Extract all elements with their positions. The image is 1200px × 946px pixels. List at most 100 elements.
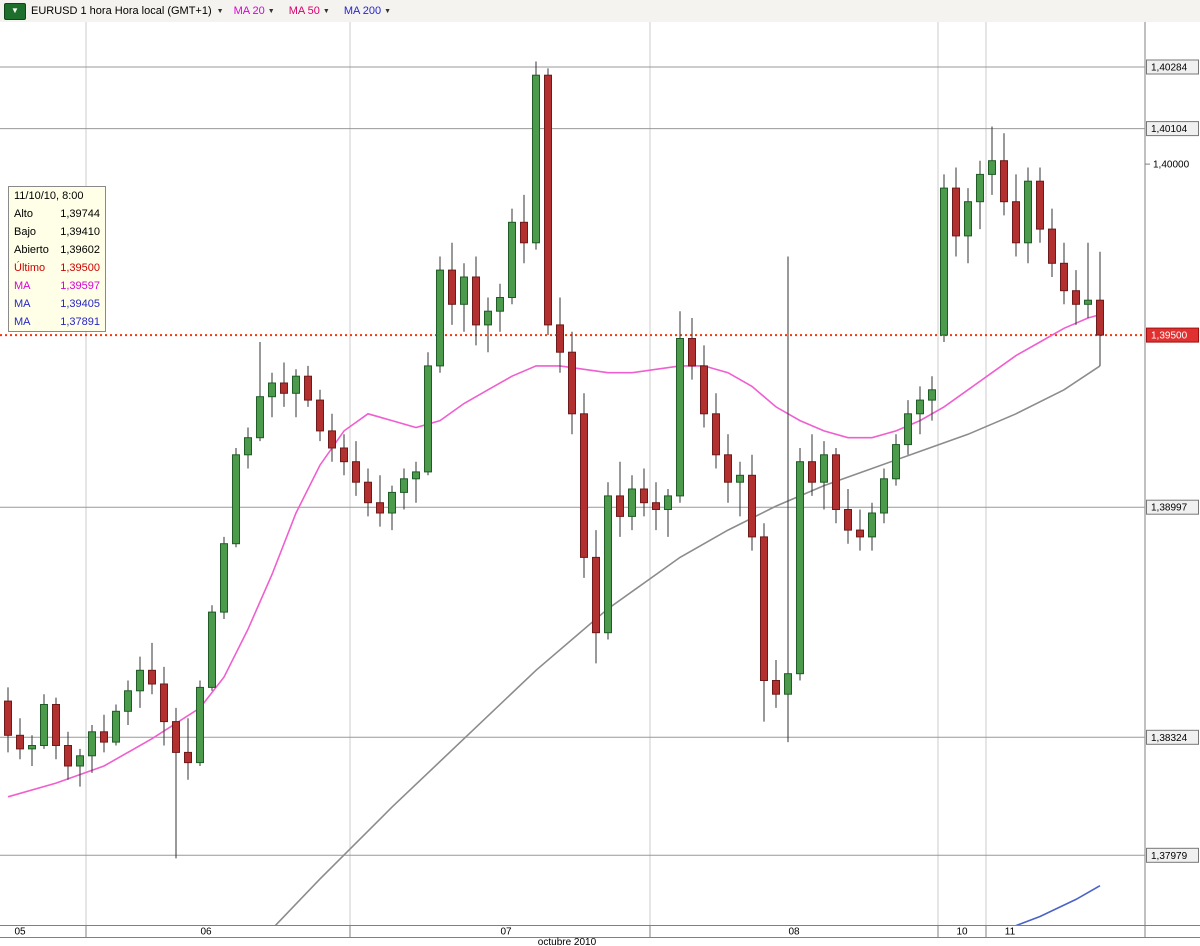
candle[interactable] [700,365,708,415]
symbol-label[interactable]: EURUSD 1 hora Hora local (GMT+1) [31,5,212,17]
candle[interactable] [40,704,48,746]
candle[interactable] [544,74,552,326]
candle[interactable] [712,413,720,456]
candle[interactable] [76,755,84,767]
candle[interactable] [1072,290,1080,305]
candle[interactable] [112,710,120,743]
candle[interactable] [568,351,576,415]
candle[interactable] [340,447,348,463]
candle[interactable] [268,382,276,398]
candle[interactable] [928,389,936,401]
candle[interactable] [220,543,228,613]
candle[interactable] [172,721,180,753]
candle[interactable] [316,399,324,432]
candle[interactable] [196,686,204,764]
candle[interactable] [1012,201,1020,244]
candle[interactable] [484,310,492,326]
candle[interactable] [640,488,648,504]
symbol-dropdown-arrow-icon[interactable]: ▼ [216,7,224,15]
candle[interactable] [784,673,792,695]
candle[interactable] [856,529,864,538]
candle[interactable] [280,382,288,394]
candle[interactable] [364,481,372,504]
candle[interactable] [868,512,876,538]
candle[interactable] [292,375,300,394]
candle[interactable] [904,413,912,446]
candle[interactable] [304,375,312,401]
candle[interactable] [1024,180,1032,244]
candle[interactable] [16,734,24,750]
candle[interactable] [400,478,408,493]
candle[interactable] [184,751,192,764]
candle[interactable] [892,444,900,480]
candle[interactable] [232,454,240,545]
candle[interactable] [604,495,612,634]
candle[interactable] [844,509,852,531]
candle[interactable] [988,160,996,175]
candle[interactable] [472,276,480,326]
ma-200-button[interactable]: MA 200 ▼ [344,5,391,17]
candle[interactable] [1060,262,1068,292]
candle[interactable] [256,396,264,439]
candle[interactable] [328,430,336,449]
candle[interactable] [436,269,444,367]
candle[interactable] [376,502,384,514]
candle[interactable] [976,173,984,203]
candle[interactable] [244,437,252,456]
candle[interactable] [580,413,588,558]
candle[interactable] [136,669,144,692]
candle[interactable] [64,745,72,767]
candle[interactable] [460,276,468,305]
candle[interactable] [940,187,948,336]
candle[interactable] [724,454,732,483]
candle[interactable] [28,745,36,750]
candle[interactable] [208,611,216,688]
price-axis-label: 1,37979 [1146,847,1199,863]
ma-20-button[interactable]: MA 20 ▼ [234,5,275,17]
candle[interactable] [880,478,888,514]
candle[interactable] [4,700,12,736]
candle[interactable] [676,338,684,497]
symbol-icon[interactable]: ▼ [4,2,26,20]
candle[interactable] [424,365,432,473]
candle[interactable] [88,731,96,757]
ma-50-button[interactable]: MA 50 ▼ [289,5,330,17]
candle[interactable] [52,704,60,746]
candle[interactable] [1036,180,1044,230]
candle[interactable] [664,495,672,510]
candle[interactable] [652,502,660,511]
candle[interactable] [556,324,564,353]
candle[interactable] [160,683,168,723]
candle[interactable] [1096,299,1104,336]
candle[interactable] [760,536,768,682]
candle[interactable] [772,680,780,695]
candle[interactable] [952,187,960,237]
candle[interactable] [592,556,600,634]
candle[interactable] [916,399,924,415]
candle[interactable] [1048,228,1056,264]
candle[interactable] [496,297,504,312]
candle[interactable] [964,201,972,237]
candle[interactable] [820,454,828,483]
candle[interactable] [532,74,540,244]
candle[interactable] [124,690,132,712]
candle[interactable] [148,669,156,685]
candle[interactable] [688,338,696,367]
candle[interactable] [832,454,840,510]
candle[interactable] [352,461,360,483]
candle[interactable] [616,495,624,517]
candle[interactable] [628,488,636,517]
candle[interactable] [100,731,108,743]
candle[interactable] [388,491,396,514]
candle[interactable] [748,474,756,538]
candle[interactable] [1000,160,1008,203]
candle[interactable] [796,461,804,675]
candle[interactable] [808,461,816,483]
candle[interactable] [412,471,420,480]
candle[interactable] [736,474,744,483]
candle[interactable] [508,221,516,298]
candle[interactable] [520,221,528,244]
candle[interactable] [448,269,456,305]
candle[interactable] [1084,299,1092,305]
